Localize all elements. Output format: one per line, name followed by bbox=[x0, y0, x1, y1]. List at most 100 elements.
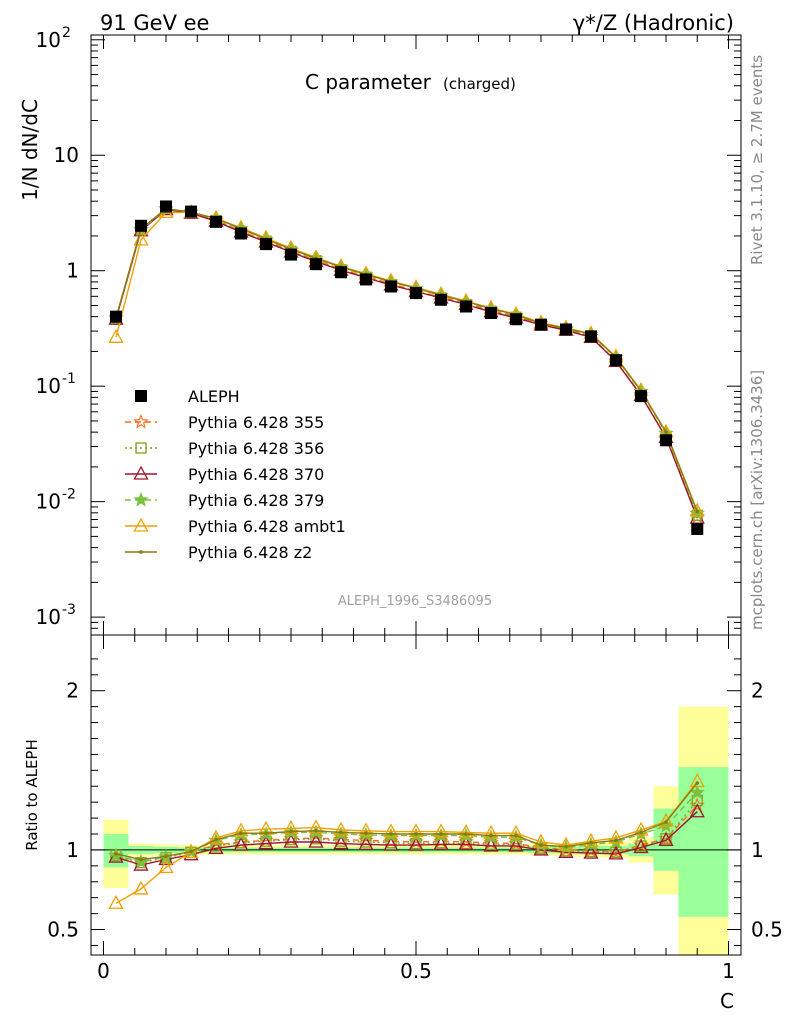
data-point bbox=[460, 300, 472, 313]
ratio-series-point bbox=[383, 836, 399, 851]
legend-label: ALEPH bbox=[188, 387, 240, 406]
ratio-series-point bbox=[614, 838, 618, 843]
ratio-series-point bbox=[458, 835, 474, 851]
ratio-ytick-label-right: 2 bbox=[751, 679, 764, 703]
ratio-series-point bbox=[608, 845, 624, 860]
ratio-series-point bbox=[108, 894, 124, 909]
ratio-series-point bbox=[308, 819, 324, 834]
data-point bbox=[691, 522, 704, 535]
ratio-series-point bbox=[333, 835, 349, 850]
watermark: ALEPH_1996_S3486095 bbox=[338, 594, 492, 609]
ratio-series bbox=[108, 773, 705, 909]
main-ytick-label-exp: -2 bbox=[62, 487, 76, 503]
ratio-series-point bbox=[408, 836, 424, 851]
ratio-series-point bbox=[283, 820, 299, 835]
ratio-series-line bbox=[115, 800, 698, 864]
ratio-series-point bbox=[589, 840, 593, 845]
mcplots-label: mcplots.cern.ch [arXiv:1306.3436] bbox=[748, 370, 766, 630]
ratio-xtick-label: 1 bbox=[722, 959, 735, 983]
ratio-panel: 0.5 0.5 1 1 2 2 0 0.5 1 Ratio to ALEPH C bbox=[23, 634, 783, 1013]
main-series-point bbox=[689, 502, 705, 517]
ratio-series-point bbox=[658, 812, 674, 827]
ratio-series-point bbox=[233, 822, 249, 837]
ratio-series-point bbox=[583, 832, 599, 847]
ratio-series-point bbox=[489, 833, 493, 838]
data-point bbox=[160, 200, 172, 213]
ratio-series-point bbox=[333, 821, 349, 836]
main-series-point bbox=[695, 509, 700, 514]
ratio-series-point bbox=[189, 849, 193, 854]
ratio-series-point bbox=[633, 839, 649, 854]
ratio-series-point bbox=[433, 835, 449, 851]
ratio-series-point bbox=[483, 824, 499, 839]
data-point bbox=[485, 307, 497, 320]
ratio-series-point bbox=[583, 844, 599, 859]
ratio-series-point bbox=[558, 836, 574, 851]
main-ylabel: 1/N dN/dC bbox=[18, 99, 42, 201]
ratio-series-point bbox=[214, 837, 218, 842]
ratio-series-point bbox=[689, 773, 705, 788]
data-point bbox=[585, 330, 597, 343]
ratio-ytick-label-left: 2 bbox=[66, 679, 79, 703]
ratio-series-point bbox=[133, 880, 149, 895]
ratio-ytick-label-right: 1 bbox=[751, 838, 764, 862]
main-series-point bbox=[108, 328, 124, 343]
ratio-series-point bbox=[358, 822, 374, 837]
ratio-series-point bbox=[533, 833, 549, 848]
ratio-series-point bbox=[633, 821, 649, 836]
ratio-ytick-label-left: 1 bbox=[66, 838, 79, 862]
main-title: C parameter bbox=[305, 70, 432, 94]
ratio-ytick-label-right: 0.5 bbox=[751, 918, 783, 942]
legend-marker bbox=[139, 550, 143, 554]
data-point bbox=[310, 258, 322, 271]
rivet-label: Rivet 3.1.10, ≥ 2.7M events bbox=[748, 55, 766, 265]
header-right: γ*/Z (Hadronic) bbox=[573, 11, 734, 35]
main-ytick-label: 10 bbox=[36, 605, 61, 629]
ratio-series-point bbox=[564, 844, 568, 849]
main-series bbox=[108, 200, 705, 535]
data-point bbox=[660, 434, 672, 447]
ratio-series-point bbox=[689, 784, 705, 800]
ratio-xlabel: C bbox=[720, 989, 734, 1013]
main-ytick-label: 1 bbox=[66, 259, 79, 283]
ratio-series-point bbox=[114, 852, 118, 856]
ratio-series-point bbox=[508, 824, 524, 839]
main-ytick-label: 10 bbox=[36, 374, 61, 398]
ratio-series-point bbox=[289, 829, 293, 834]
ratio-series-point bbox=[258, 835, 274, 850]
main-ytick-label-exp: -3 bbox=[62, 602, 76, 618]
legend-label: Pythia 6.428 355 bbox=[188, 413, 324, 432]
legend-label: Pythia 6.428 356 bbox=[188, 439, 324, 458]
ratio-series-point bbox=[183, 843, 199, 858]
ratio-series-point bbox=[239, 831, 243, 836]
data-point bbox=[435, 293, 447, 306]
ratio-band-green bbox=[678, 767, 729, 917]
main-ytick-label: 10 bbox=[36, 490, 61, 514]
data-point bbox=[110, 310, 122, 323]
ratio-ytick-label-left: 0.5 bbox=[47, 918, 79, 942]
legend-marker bbox=[133, 413, 149, 429]
ratio-series-point bbox=[208, 839, 224, 854]
ratio-series-point bbox=[514, 833, 518, 838]
main-ytick-label: 10 bbox=[36, 28, 61, 52]
ratio-series-point bbox=[208, 829, 224, 844]
ratio-series-point bbox=[439, 832, 443, 836]
ratio-series-point bbox=[139, 857, 143, 862]
data-point bbox=[510, 313, 522, 326]
data-point bbox=[135, 219, 147, 232]
legend-marker bbox=[135, 390, 147, 402]
legend: ALEPH Pythia 6.428 355 Pythia 6.428 356 Pyt… bbox=[125, 387, 346, 562]
ratio-series-point bbox=[158, 859, 174, 874]
data-point bbox=[285, 248, 297, 261]
data-point bbox=[635, 390, 647, 403]
ratio-series-point bbox=[689, 803, 705, 818]
main-series-point bbox=[664, 430, 668, 434]
ratio-series-point bbox=[664, 820, 668, 824]
ratio-series-point bbox=[314, 829, 318, 833]
ratio-series-point bbox=[695, 781, 700, 785]
data-point bbox=[560, 323, 572, 336]
legend-marker bbox=[133, 517, 149, 532]
data-point bbox=[335, 266, 347, 279]
ratio-series-point bbox=[658, 832, 674, 847]
ratio-xtick-label: 0 bbox=[97, 959, 110, 983]
